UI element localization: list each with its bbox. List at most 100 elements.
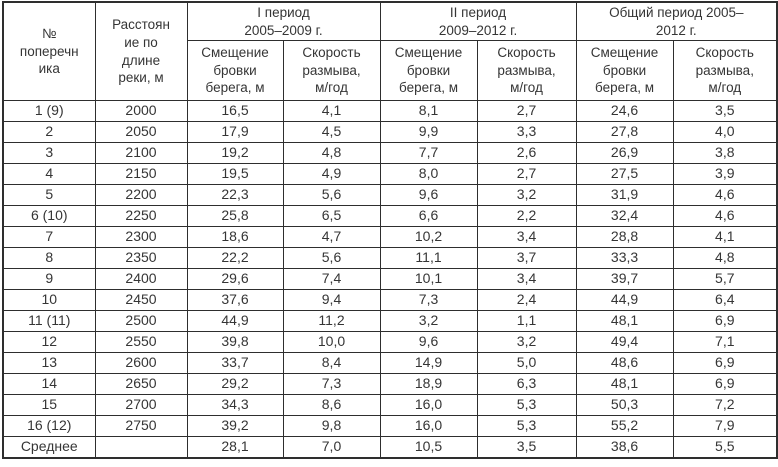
value-cell: 4,8 [672,247,778,269]
value-cell: 29,2 [186,373,284,395]
value-cell: 34,3 [186,394,284,416]
value-cell: 48,6 [575,352,674,374]
value-cell: 4,8 [282,142,381,164]
cross-section-label-cell: 12 [2,331,96,353]
value-cell: 4,1 [672,226,778,248]
header-period-total: Общий период 2005– 2012 г. [575,1,778,41]
table-row: 11 (11) 2500 44,9 11,2 3,2 1,1 48,1 6,9 [2,310,778,332]
value-cell: 44,9 [575,289,674,311]
value-cell: 7,3 [379,289,478,311]
value-cell: 9,6 [379,331,478,353]
value-cell: 14,9 [379,352,478,374]
value-cell: 9,8 [282,415,381,437]
value-cell: 2550 [94,331,188,353]
table-row: 1 (9) 2000 16,5 4,1 8,1 2,7 24,6 3,5 [2,100,778,122]
value-cell: 44,9 [186,310,284,332]
header-erosion-rate-period-total: Скорость размыва, м/год [672,40,778,101]
value-cell: 7,7 [379,142,478,164]
value-cell: 32,4 [575,205,674,227]
table-row: 7 2300 18,6 4,7 10,2 3,4 28,8 4,1 [2,226,778,248]
table-row: 12 2550 39,8 10,0 9,6 3,2 49,4 7,1 [2,331,778,353]
value-cell: 19,2 [186,142,284,164]
value-cell: 3,3 [476,121,577,143]
header-sub-row: Смещение бровки берега, м Скорость размы… [3,40,778,101]
table-row: 9 2400 29,6 7,4 10,1 3,4 39,7 5,7 [2,268,778,290]
value-cell: 39,7 [575,268,674,290]
value-cell: 2400 [94,268,188,290]
value-cell: 29,6 [186,268,284,290]
value-cell: 6,9 [672,373,778,395]
header-displacement-period-total: Смещение бровки берега, м [575,40,674,101]
value-cell: 4,5 [282,121,381,143]
value-cell: 2150 [94,163,188,185]
value-cell: 49,4 [575,331,674,353]
value-cell: 5,5 [672,436,778,459]
cross-section-label-cell: 2 [2,121,96,143]
value-cell: 5,7 [672,268,778,290]
value-cell: 5,3 [476,394,577,416]
value-cell: 4,1 [282,100,381,122]
value-cell: 17,9 [186,121,284,143]
value-cell: 37,6 [186,289,284,311]
value-cell: 22,3 [186,184,284,206]
table-row: 15 2700 34,3 8,6 16,0 5,3 50,3 7,2 [2,394,778,416]
value-cell: 7,0 [282,436,381,459]
value-cell: 33,3 [575,247,674,269]
cross-section-label-cell: 6 (10) [2,205,96,227]
value-cell: 50,3 [575,394,674,416]
cross-section-label-cell: 7 [2,226,96,248]
value-cell: 26,9 [575,142,674,164]
value-cell: 10,1 [379,268,478,290]
value-cell: 2600 [94,352,188,374]
value-cell: 24,6 [575,100,674,122]
value-cell: 11,2 [282,310,381,332]
header-cross-section-number: № поперечн ика [2,1,96,101]
value-cell: 7,2 [672,394,778,416]
cross-section-label-cell: 4 [2,163,96,185]
value-cell: 48,1 [575,373,674,395]
value-cell: 2,2 [476,205,577,227]
value-cell: 8,1 [379,100,478,122]
value-cell: 8,6 [282,394,381,416]
value-cell: 2,7 [476,163,577,185]
cross-section-label-cell: 15 [2,394,96,416]
cross-section-label-cell: 1 (9) [2,100,96,122]
value-cell: 2300 [94,226,188,248]
value-cell: 9,4 [282,289,381,311]
value-cell: 4,0 [672,121,778,143]
table-row: 10 2450 37,6 9,4 7,3 2,4 44,9 6,4 [2,289,778,311]
value-cell: 4,7 [282,226,381,248]
value-cell: 2000 [94,100,188,122]
table-row: 5 2200 22,3 5,6 9,6 3,2 31,9 4,6 [2,184,778,206]
value-cell: 16,0 [379,415,478,437]
table-row: 14 2650 29,2 7,3 18,9 6,3 48,1 6,9 [2,373,778,395]
value-cell: 4,6 [672,205,778,227]
cross-section-label-cell: Среднее [2,436,96,459]
value-cell: 27,5 [575,163,674,185]
value-cell: 9,9 [379,121,478,143]
erosion-data-table: № поперечн ика Расстоян ие по длине реки… [2,1,778,459]
value-cell: 3,5 [476,436,577,459]
table-row: 3 2100 19,2 4,8 7,7 2,6 26,9 3,8 [2,142,778,164]
value-cell: 2700 [94,394,188,416]
header-erosion-rate-period-2: Скорость размыва, м/год [476,40,577,101]
value-cell: 3,2 [476,184,577,206]
value-cell: 6,4 [672,289,778,311]
value-cell: 3,9 [672,163,778,185]
cross-section-label-cell: 13 [2,352,96,374]
value-cell: 2100 [94,142,188,164]
value-cell: 3,5 [672,100,778,122]
value-cell: 7,3 [282,373,381,395]
cross-section-label-cell: 14 [2,373,96,395]
value-cell: 18,6 [186,226,284,248]
value-cell: 28,8 [575,226,674,248]
cross-section-label-cell: 11 (11) [2,310,96,332]
value-cell: 31,9 [575,184,674,206]
value-cell: 6,5 [282,205,381,227]
value-cell: 16,5 [186,100,284,122]
value-cell: 3,4 [476,226,577,248]
cross-section-label-cell: 3 [2,142,96,164]
value-cell: 7,1 [672,331,778,353]
header-displacement-period-1: Смещение бровки берега, м [186,40,284,101]
value-cell: 48,1 [575,310,674,332]
